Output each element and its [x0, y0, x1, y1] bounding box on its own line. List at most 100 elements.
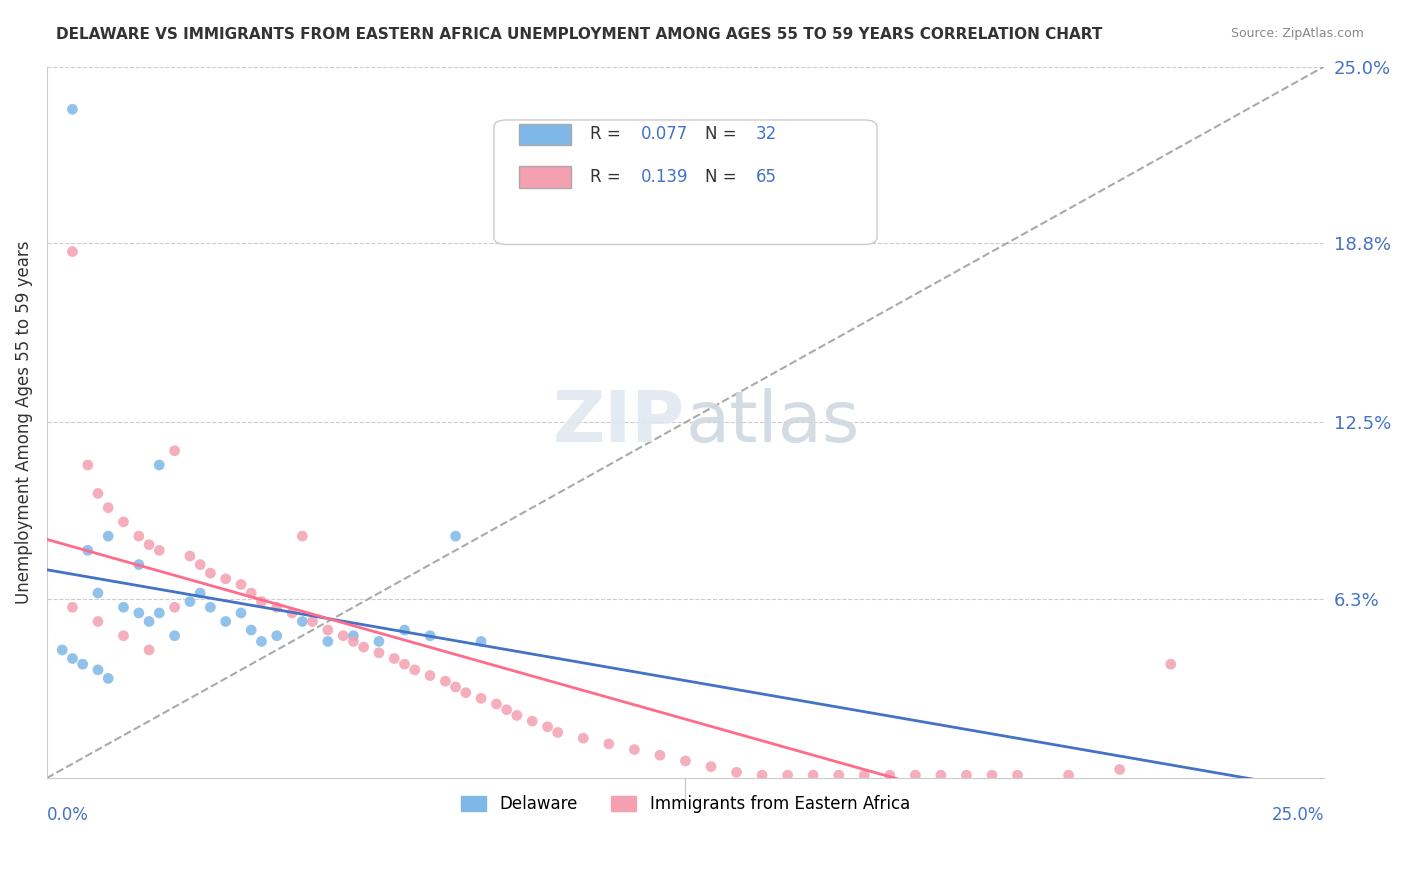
Point [444, 529, 467, 543]
Point [725, 765, 748, 780]
Text: N =: N = [704, 125, 741, 144]
Point [1160, 657, 1182, 672]
Point [112, 600, 135, 615]
Point [342, 629, 364, 643]
Text: R =: R = [589, 168, 626, 186]
Text: 32: 32 [755, 125, 778, 144]
Point [332, 629, 354, 643]
Point [316, 623, 339, 637]
Point [240, 623, 263, 637]
Point [547, 725, 569, 739]
Point [250, 634, 273, 648]
Point [163, 600, 186, 615]
Point [1108, 763, 1130, 777]
Point [163, 443, 186, 458]
Point [828, 768, 851, 782]
Point [879, 768, 901, 782]
Point [87, 486, 110, 500]
Text: N =: N = [704, 168, 741, 186]
FancyBboxPatch shape [494, 120, 877, 244]
Point [929, 768, 952, 782]
Point [454, 685, 477, 699]
Point [62, 600, 84, 615]
Point [675, 754, 697, 768]
Point [572, 731, 595, 746]
Point [981, 768, 1004, 782]
Point [470, 634, 492, 648]
Text: 0.0%: 0.0% [46, 806, 89, 824]
Point [229, 606, 252, 620]
Point [148, 606, 170, 620]
Point [266, 600, 288, 615]
Point [470, 691, 492, 706]
Point [128, 529, 150, 543]
Text: 0.139: 0.139 [641, 168, 689, 186]
Point [444, 680, 467, 694]
Point [128, 558, 150, 572]
Text: Source: ZipAtlas.com: Source: ZipAtlas.com [1230, 27, 1364, 40]
Point [281, 606, 304, 620]
Point [904, 768, 927, 782]
Point [776, 768, 799, 782]
Point [291, 615, 314, 629]
Point [87, 586, 110, 600]
Point [188, 558, 211, 572]
Point [112, 629, 135, 643]
Text: 0.077: 0.077 [641, 125, 688, 144]
Point [62, 244, 84, 259]
Text: 25.0%: 25.0% [1271, 806, 1324, 824]
Point [179, 594, 201, 608]
Point [419, 629, 441, 643]
Point [368, 634, 391, 648]
Point [1007, 768, 1029, 782]
Point [112, 515, 135, 529]
Point [266, 629, 288, 643]
Point [522, 714, 544, 728]
Point [148, 458, 170, 472]
Point [1057, 768, 1080, 782]
Legend: Delaware, Immigrants from Eastern Africa: Delaware, Immigrants from Eastern Africa [454, 789, 917, 820]
Point [128, 606, 150, 620]
Point [97, 500, 120, 515]
FancyBboxPatch shape [519, 123, 571, 145]
Point [97, 672, 120, 686]
Point [623, 742, 645, 756]
Point [138, 538, 160, 552]
Point [506, 708, 529, 723]
Point [353, 640, 375, 654]
Point [138, 615, 160, 629]
Point [72, 657, 94, 672]
Y-axis label: Unemployment Among Ages 55 to 59 years: Unemployment Among Ages 55 to 59 years [15, 241, 32, 604]
Point [200, 566, 222, 581]
Point [179, 549, 201, 563]
Point [419, 668, 441, 682]
Point [215, 615, 238, 629]
Point [62, 103, 84, 117]
Point [955, 768, 977, 782]
Point [495, 703, 517, 717]
Point [138, 643, 160, 657]
Point [62, 651, 84, 665]
Point [801, 768, 824, 782]
Point [163, 629, 186, 643]
Point [76, 543, 98, 558]
Point [87, 663, 110, 677]
Point [404, 663, 426, 677]
Point [598, 737, 620, 751]
Point [394, 623, 416, 637]
Text: 65: 65 [755, 168, 776, 186]
Point [648, 748, 671, 763]
Point [301, 615, 323, 629]
Text: R =: R = [589, 125, 626, 144]
Point [51, 643, 73, 657]
Text: DELAWARE VS IMMIGRANTS FROM EASTERN AFRICA UNEMPLOYMENT AMONG AGES 55 TO 59 YEAR: DELAWARE VS IMMIGRANTS FROM EASTERN AFRI… [56, 27, 1102, 42]
Point [536, 720, 558, 734]
Point [291, 529, 314, 543]
Point [751, 768, 773, 782]
Point [200, 600, 222, 615]
Point [215, 572, 238, 586]
Point [240, 586, 263, 600]
FancyBboxPatch shape [519, 166, 571, 187]
Point [148, 543, 170, 558]
Point [394, 657, 416, 672]
